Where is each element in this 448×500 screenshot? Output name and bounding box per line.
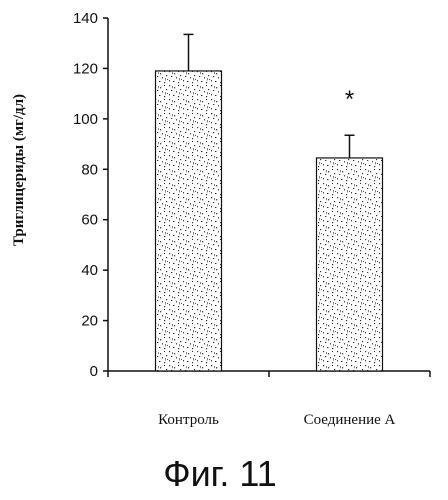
- category-label: Соединение А: [304, 412, 396, 428]
- bar: [156, 71, 222, 371]
- y-tick-label: 120: [73, 60, 98, 77]
- y-axis: 0 20 40 60 80 100 120 140: [73, 10, 108, 380]
- y-tick-label: 140: [73, 10, 98, 27]
- bars: [156, 34, 383, 371]
- y-tick-label: 40: [81, 262, 98, 279]
- figure-caption: Фиг. 11: [163, 453, 277, 494]
- x-axis: [108, 371, 430, 377]
- y-tick-label: 100: [73, 111, 98, 128]
- y-tick-label: 20: [81, 313, 98, 330]
- y-tick-label: 60: [81, 212, 98, 229]
- category-label: Контроль: [158, 412, 219, 428]
- y-tick-label: 0: [90, 363, 98, 380]
- y-axis-label: Триглицериды (мг/дл): [11, 94, 27, 246]
- bar: [317, 158, 383, 371]
- y-tick-label: 80: [81, 161, 98, 178]
- significance-annotation: *: [345, 86, 354, 113]
